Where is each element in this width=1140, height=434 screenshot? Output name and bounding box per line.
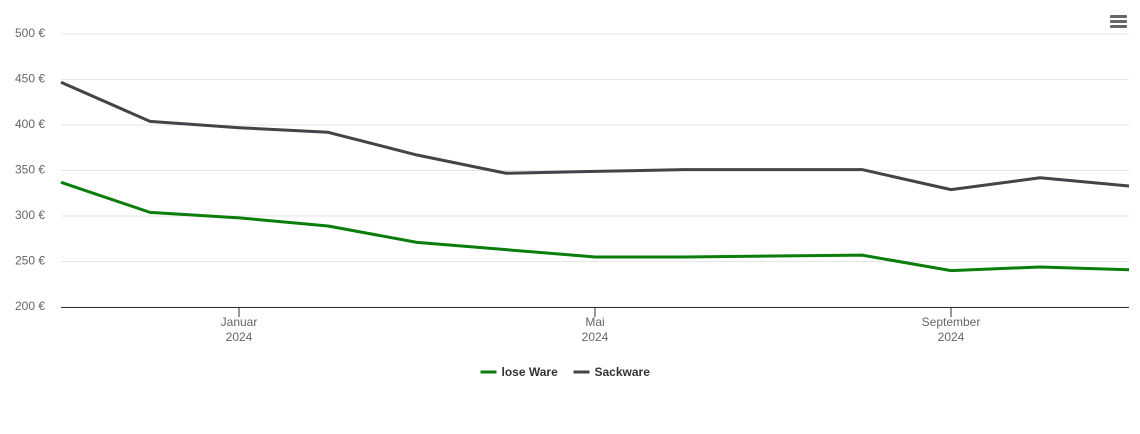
series-line [60,80,1130,192]
y-tick-label: 450 € [15,72,45,86]
y-tick-label: 300 € [15,208,45,222]
y-tick-label: 400 € [15,117,45,131]
x-tick-label: Mai 2024 [582,315,609,344]
y-tick-label: 200 € [15,299,45,313]
menu-icon[interactable] [1110,15,1127,28]
menu-bar [1110,20,1127,23]
x-tick-label: Januar 2024 [221,315,258,344]
legend-item[interactable]: Sackware [573,365,651,379]
legend-label: lose Ware [502,365,559,379]
series-line [60,180,1130,273]
y-tick-label: 250 € [15,254,45,268]
y-tick-label: 500 € [15,26,45,40]
menu-bar [1110,15,1127,18]
legend-label: Sackware [595,365,651,379]
legend-item[interactable]: lose Ware [480,365,559,379]
menu-bar [1110,25,1127,28]
legend: lose Ware Sackware [480,365,651,379]
y-tick-label: 350 € [15,163,45,177]
x-tick-label: September 2024 [922,315,981,344]
